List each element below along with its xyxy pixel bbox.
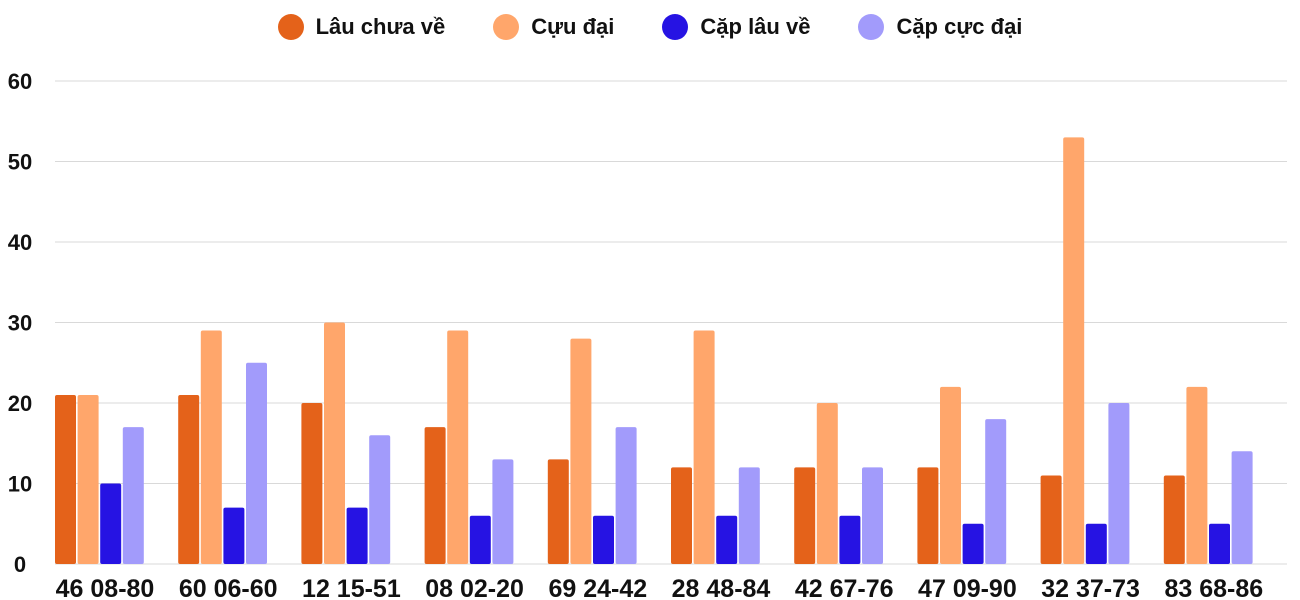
bar-lau-chua-ve[interactable] <box>1040 475 1062 564</box>
bar-cap-lau-ve[interactable] <box>346 507 368 564</box>
bar-lau-chua-ve[interactable] <box>1163 475 1185 564</box>
bar-lau-chua-ve[interactable] <box>424 427 446 564</box>
bar-cap-lau-ve[interactable] <box>1085 523 1107 564</box>
bar-cap-lau-ve[interactable] <box>223 507 245 564</box>
x-axis: 46 08-80 60 06-60 12 15-51 08 02-20 69 24-42… <box>56 575 1264 600</box>
bar-cuu-dai[interactable] <box>1186 386 1208 564</box>
bar-cap-cuc-dai[interactable] <box>1108 403 1130 564</box>
bar-cap-lau-ve[interactable] <box>962 523 984 564</box>
bar-cap-cuc-dai[interactable] <box>615 427 637 564</box>
bar-cap-lau-ve[interactable] <box>1209 523 1230 564</box>
bar-cap-cuc-dai[interactable] <box>1231 451 1253 564</box>
chart-legend: Lâu chưa về Cựu đại Cặp lâu về Cặp cực đ… <box>0 14 1300 40</box>
bars <box>55 137 1253 564</box>
legend-swatch-cap-lau-ve <box>662 14 689 40</box>
bar-cap-cuc-dai[interactable] <box>985 419 1007 564</box>
x-tick-label: 32 37-73 <box>1041 575 1140 600</box>
legend-label-cap-cuc-dai: Cặp cực đại <box>896 14 1023 39</box>
legend-label-lau-chua-ve: Lâu chưa về <box>315 14 446 39</box>
legend-item-cap-cuc-dai[interactable]: Cặp cực đại <box>858 14 1022 40</box>
bar-cap-lau-ve[interactable] <box>593 515 614 564</box>
bar-cap-cuc-dai[interactable] <box>738 467 760 564</box>
y-tick-label: 20 <box>8 391 32 416</box>
bar-cuu-dai[interactable] <box>200 330 222 564</box>
bar-cap-cuc-dai[interactable] <box>369 435 391 564</box>
x-tick-label: 46 08-80 <box>56 575 155 600</box>
y-tick-label: 60 <box>8 69 32 94</box>
bar-cuu-dai[interactable] <box>324 322 345 565</box>
y-tick-label: 30 <box>8 311 32 336</box>
x-tick-label: 83 68-86 <box>1164 575 1263 600</box>
legend-swatch-cuu-dai <box>493 14 520 40</box>
legend-label-cap-lau-ve: Cặp lâu về <box>700 14 811 39</box>
y-tick-label: 40 <box>8 230 32 255</box>
x-tick-label: 08 02-20 <box>425 575 524 600</box>
legend-item-cap-lau-ve[interactable]: Cặp lâu về <box>662 14 810 40</box>
x-tick-label: 47 09-90 <box>918 575 1017 600</box>
bar-cuu-dai[interactable] <box>1063 137 1085 564</box>
bar-cap-lau-ve[interactable] <box>469 515 491 564</box>
y-tick-label: 0 <box>14 552 26 577</box>
x-tick-label: 42 67-76 <box>795 575 894 600</box>
y-tick-label: 10 <box>8 472 32 497</box>
bar-lau-chua-ve[interactable] <box>917 467 939 564</box>
bar-cap-cuc-dai[interactable] <box>862 467 883 564</box>
bar-cuu-dai[interactable] <box>570 338 592 564</box>
bar-cuu-dai[interactable] <box>447 330 469 564</box>
legend-swatch-lau-chua-ve <box>277 14 304 40</box>
bar-lau-chua-ve[interactable] <box>301 403 323 564</box>
bar-lau-chua-ve[interactable] <box>547 459 569 564</box>
bar-cap-cuc-dai[interactable] <box>246 362 267 564</box>
bar-cap-cuc-dai[interactable] <box>122 427 144 564</box>
bar-lau-chua-ve[interactable] <box>671 467 692 564</box>
bar-cap-cuc-dai[interactable] <box>492 459 514 564</box>
x-tick-label: 69 24-42 <box>548 575 647 600</box>
x-tick-label: 12 15-51 <box>302 575 401 600</box>
bar-cap-lau-ve[interactable] <box>716 515 738 564</box>
bar-cuu-dai[interactable] <box>693 330 715 564</box>
bar-lau-chua-ve[interactable] <box>55 394 76 564</box>
legend-label-cuu-dai: Cựu đại <box>531 14 615 39</box>
bar-cuu-dai[interactable] <box>816 403 838 564</box>
x-tick-label: 60 06-60 <box>179 575 278 600</box>
legend-swatch-cap-cuc-dai <box>858 14 885 40</box>
legend-item-lau-chua-ve[interactable]: Lâu chưa về <box>277 14 446 40</box>
bar-lau-chua-ve[interactable] <box>794 467 816 564</box>
bar-cuu-dai[interactable] <box>77 394 99 564</box>
bar-lau-chua-ve[interactable] <box>178 394 200 564</box>
x-tick-label: 28 48-84 <box>672 575 771 600</box>
bar-cap-lau-ve[interactable] <box>100 483 122 565</box>
bar-cap-lau-ve[interactable] <box>839 515 861 564</box>
y-axis: 0 10 20 30 40 50 60 <box>8 69 32 577</box>
y-tick-label: 50 <box>8 150 32 175</box>
bar-cuu-dai[interactable] <box>940 386 961 564</box>
legend-item-cuu-dai[interactable]: Cựu đại <box>493 14 614 40</box>
